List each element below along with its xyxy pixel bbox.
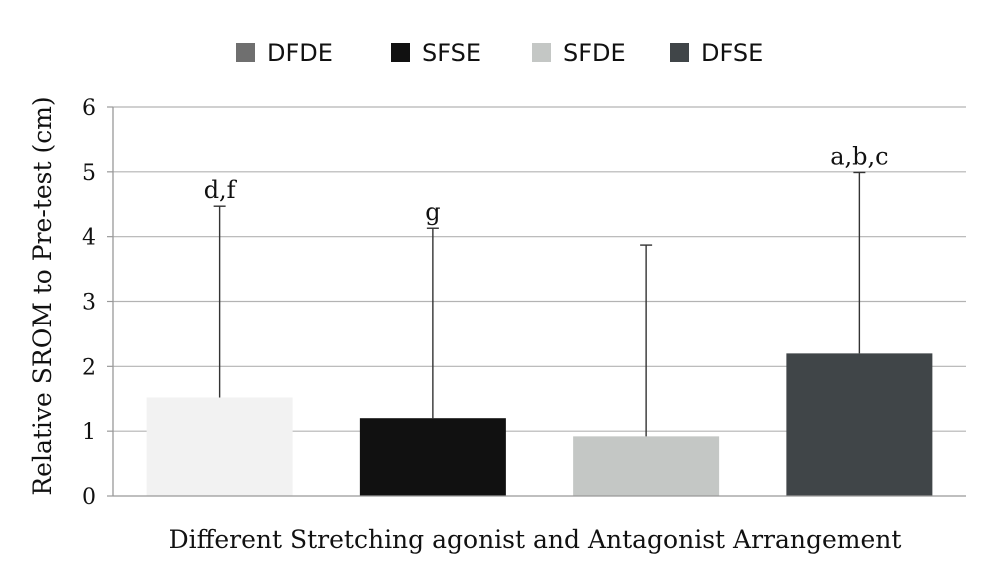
- legend-label-dfde: DFDE: [267, 39, 333, 67]
- bars: [146, 353, 933, 496]
- legend: DFDE SFSE SFDE DFSE: [236, 39, 763, 67]
- x-axis-title: Different Stretching agonist and Antagon…: [169, 525, 902, 554]
- bar-sfde: [573, 436, 720, 496]
- bar-dfse: [786, 353, 933, 496]
- legend-label-sfde: SFDE: [563, 39, 626, 67]
- annotation-dfse: a,b,c: [830, 142, 888, 170]
- y-tick-label: 0: [82, 485, 96, 510]
- y-tick-label: 2: [82, 355, 96, 380]
- legend-swatch-sfse: [391, 43, 410, 62]
- legend-label-dfse: DFSE: [701, 39, 763, 67]
- legend-swatch-sfde: [532, 43, 551, 62]
- y-tick-label: 6: [82, 96, 96, 121]
- bar-sfse: [359, 418, 506, 496]
- y-axis-title: Relative SROM to Pre-test (cm): [28, 96, 57, 495]
- y-tick-label: 5: [82, 161, 96, 186]
- error-bars: [213, 171, 866, 437]
- y-tick-label: 4: [82, 226, 96, 251]
- annotation-dfde: d,f: [204, 176, 238, 204]
- legend-swatch-dfse: [670, 43, 689, 62]
- y-tick-label: 3: [82, 291, 96, 316]
- legend-label-sfse: SFSE: [422, 39, 481, 67]
- y-tick-label: 1: [82, 420, 96, 445]
- y-axis-ticks: 0 1 2 3 4 5 6: [82, 96, 113, 510]
- annotation-sfse: g: [425, 198, 440, 226]
- legend-swatch-dfde: [236, 43, 255, 62]
- bar-dfde: [146, 397, 293, 496]
- data-labels: d,f g a,b,c: [204, 142, 889, 226]
